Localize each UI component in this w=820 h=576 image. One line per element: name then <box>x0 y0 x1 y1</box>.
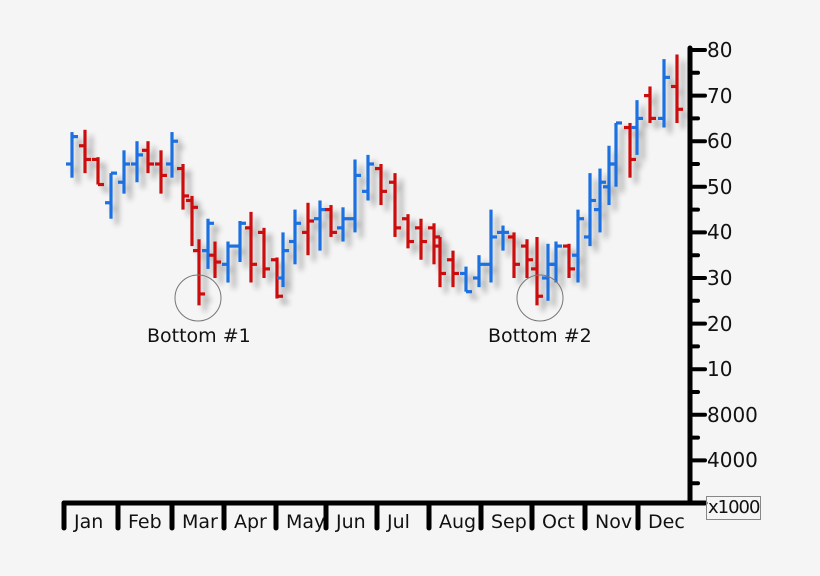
ohlc-bar <box>177 164 189 210</box>
y-tick-label: 70 <box>707 83 733 108</box>
ohlc-bar <box>603 145 615 206</box>
y-tick-label: 8000 <box>707 402 758 427</box>
x-tick-label-jun: Jun <box>336 511 366 533</box>
x-tick-label-apr: Apr <box>234 511 267 533</box>
x-tick-label-mar: Mar <box>182 511 218 533</box>
ohlc-bar <box>521 239 533 278</box>
bottom-marker-circle <box>174 274 222 322</box>
ohlc-bar <box>245 211 257 283</box>
ohlc-bar <box>314 200 326 251</box>
ohlc-bar <box>624 122 636 178</box>
y-tick-label: 30 <box>707 266 733 290</box>
ohlc-bar <box>508 232 520 278</box>
ohlc-bar <box>258 227 270 278</box>
bottom-markers <box>174 274 564 322</box>
ohlc-bar <box>584 173 596 247</box>
ohlc-bar <box>434 236 446 288</box>
ohlc-bar <box>289 209 301 265</box>
x-tick-label-sep: Sep <box>491 511 527 533</box>
x-tick-label-oct: Oct <box>542 511 575 533</box>
bottom-marker-circle <box>516 274 564 322</box>
y-tick-label: 80 <box>707 38 733 62</box>
x-tick-label-dec: Dec <box>648 511 685 533</box>
ohlc-bar <box>447 250 459 288</box>
y-unit-label: x1000 <box>706 496 762 520</box>
ohlc-bar <box>193 239 205 306</box>
ohlc-bar <box>105 171 117 219</box>
ohlc-bar <box>66 132 78 178</box>
y-tick-label: 10 <box>707 357 733 382</box>
ohlc-bar <box>610 121 622 187</box>
ohlc-bar <box>222 241 234 283</box>
ohlc-bar <box>155 150 167 194</box>
ohlc-bar <box>349 159 361 233</box>
ohlc-bar <box>79 129 91 174</box>
ohlc-bar <box>644 86 656 123</box>
y-tick-label: 60 <box>707 129 733 154</box>
ohlc-bar <box>389 173 401 237</box>
y-tick-label: 50 <box>707 174 733 199</box>
annotation-label: Bottom #1 <box>147 325 251 347</box>
ohlc-bar <box>92 157 104 187</box>
y-tick-label: 40 <box>707 220 733 245</box>
ohlc-bar <box>277 232 289 288</box>
ohlc-bar <box>542 243 554 301</box>
y-tick-label: 4000 <box>707 448 758 473</box>
ohlc-bar <box>485 209 497 283</box>
ohlc-bar <box>428 223 440 265</box>
annotation-label: Bottom #2 <box>488 325 592 347</box>
x-tick-label-jul: Jul <box>387 511 410 533</box>
ohlc-bar <box>302 202 314 256</box>
ohlc-bar <box>234 221 246 263</box>
ohlc-bar <box>118 150 130 194</box>
ohlc-bar <box>375 164 387 206</box>
ohlc-bar <box>142 141 154 174</box>
x-tick-label-jan: Jan <box>74 511 104 533</box>
ohlc-bar <box>671 54 683 123</box>
ohlc-bar <box>563 243 575 278</box>
y-tick-label: 20 <box>707 311 733 336</box>
ohlc-bar <box>166 132 178 178</box>
ohlc-bar <box>415 218 427 260</box>
ohlc-bar <box>131 141 143 183</box>
x-tick-label-may: May <box>286 511 326 533</box>
x-tick-label-nov: Nov <box>595 511 633 533</box>
ohlc-bar <box>402 214 414 249</box>
ohlc-bar <box>209 241 221 278</box>
ohlc-bar <box>531 236 543 306</box>
ohlc-bar <box>473 255 485 288</box>
ohlc-bar <box>186 195 198 247</box>
ohlc-bar <box>497 225 509 251</box>
ohlc-bar <box>325 205 337 237</box>
ohlc-bar <box>202 218 214 269</box>
ohlc-bar <box>572 209 584 283</box>
axes <box>61 45 708 531</box>
ohlc-bar <box>362 154 374 201</box>
ohlc-bar <box>460 266 472 294</box>
ohlc-bar <box>594 168 606 233</box>
ohlc-bar <box>631 100 643 155</box>
x-tick-label-feb: Feb <box>128 511 162 533</box>
price-bars <box>66 54 683 306</box>
ohlc-bar <box>337 207 349 242</box>
ohlc-bar <box>658 59 670 128</box>
x-tick-label-aug: Aug <box>439 511 477 533</box>
ohlc-bar <box>550 241 562 283</box>
